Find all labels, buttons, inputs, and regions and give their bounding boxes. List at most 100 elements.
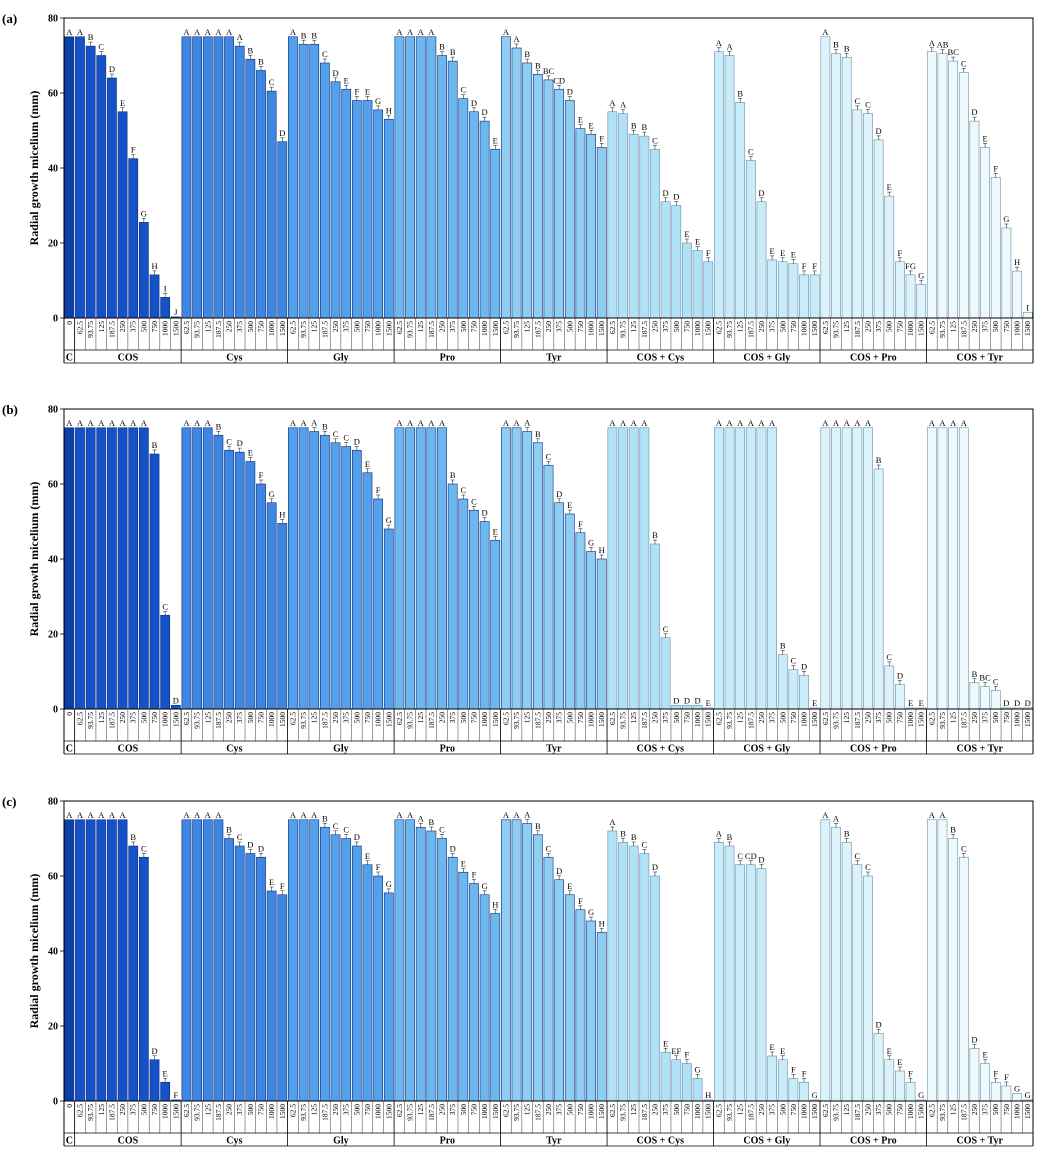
x-tick-label: 187.5 <box>320 1104 329 1121</box>
x-tick-label: 375 <box>129 712 138 724</box>
significance-letter: G <box>1003 214 1009 224</box>
significance-letter: B <box>727 832 733 842</box>
y-tick-label: 40 <box>48 947 58 958</box>
x-tick-label: 62.5 <box>608 321 617 334</box>
significance-letter: A <box>418 27 425 37</box>
significance-letter: A <box>77 418 84 428</box>
group-label: COS + Gly <box>743 1136 790 1147</box>
significance-letter: D <box>258 843 264 853</box>
bar <box>628 427 639 710</box>
x-tick-label: 500 <box>991 712 1000 724</box>
significance-letter: A <box>854 418 861 428</box>
significance-letter: G <box>1025 1090 1031 1100</box>
bar <box>266 502 277 710</box>
bar <box>926 427 937 710</box>
x-tick-label: 93.75 <box>619 712 628 729</box>
bar <box>490 539 501 710</box>
significance-letter: A <box>194 810 201 820</box>
x-tick-label: 125 <box>97 321 106 333</box>
bar <box>884 665 895 710</box>
group-label: COS + Cys <box>637 353 684 364</box>
x-tick-label: 62.5 <box>182 712 191 725</box>
significance-letter: A <box>396 27 403 37</box>
significance-letter: G <box>918 1090 924 1100</box>
x-tick-label: 187.5 <box>107 1104 116 1121</box>
significance-letter: E <box>120 98 125 108</box>
x-tick-label: 0 <box>65 321 74 325</box>
group-label: Gly <box>333 353 349 364</box>
significance-letter: D <box>354 832 360 842</box>
significance-letter: A <box>396 810 403 820</box>
x-tick-label: 750 <box>682 321 691 333</box>
bar <box>405 819 415 1102</box>
bar <box>596 147 607 319</box>
bar <box>756 868 767 1102</box>
significance-letter: B <box>844 828 850 838</box>
x-tick-label: 750 <box>150 712 159 724</box>
bar <box>458 871 469 1102</box>
significance-letter: FG <box>905 261 916 271</box>
bar <box>256 856 266 1102</box>
x-tick-label: 187.5 <box>320 321 329 338</box>
bar <box>479 521 490 710</box>
x-tick-label: 1500 <box>278 1104 287 1119</box>
significance-letter: C <box>269 77 275 87</box>
x-tick-label: 250 <box>757 712 766 724</box>
bar <box>777 654 788 710</box>
x-tick-label: 1000 <box>374 321 383 336</box>
significance-letter: E <box>897 1057 902 1067</box>
group-label: Cys <box>226 744 242 755</box>
group-label: Tyr <box>546 353 562 364</box>
significance-letter: C <box>439 825 445 835</box>
significance-letter: A <box>865 418 872 428</box>
x-tick-label: 187.5 <box>533 1104 542 1121</box>
significance-letter: A <box>66 810 73 820</box>
bar <box>245 58 256 319</box>
bar <box>724 845 735 1102</box>
y-tick-label: 20 <box>48 1022 58 1033</box>
bar <box>682 1063 692 1102</box>
x-tick-label: 93.75 <box>619 321 628 338</box>
x-tick-label: 250 <box>544 321 553 333</box>
significance-letter: E <box>982 1050 987 1060</box>
bar <box>703 261 714 319</box>
x-tick-label: 62.5 <box>927 1104 936 1117</box>
bar <box>884 195 895 319</box>
significance-letter: B <box>450 470 456 480</box>
significance-letter: A <box>88 418 95 428</box>
bar <box>426 427 437 710</box>
significance-letter: E <box>365 459 370 469</box>
significance-letter: A <box>130 418 137 428</box>
x-tick-label: 93.75 <box>832 712 841 729</box>
bar <box>138 856 149 1102</box>
bar <box>948 427 959 710</box>
significance-letter: B <box>524 49 530 59</box>
significance-letter: A <box>503 418 510 428</box>
x-tick-label: 750 <box>576 712 585 724</box>
bar <box>224 449 234 710</box>
significance-letter: E <box>567 500 572 510</box>
significance-letter: A <box>418 813 425 823</box>
bar <box>916 283 927 319</box>
x-tick-label: 500 <box>246 712 255 724</box>
bar <box>85 427 96 710</box>
y-tick-label: 60 <box>48 89 58 100</box>
significance-letter: BC <box>543 66 555 76</box>
x-tick-label: 62.5 <box>75 712 84 725</box>
significance-letter: D <box>971 107 977 117</box>
significance-letter: C <box>865 100 871 110</box>
x-tick-label: 750 <box>682 1104 691 1116</box>
bar <box>75 427 85 710</box>
significance-letter: C <box>748 147 754 157</box>
significance-letter: G <box>269 489 275 499</box>
bar <box>777 1059 788 1102</box>
significance-letter: BC <box>979 673 991 683</box>
bar <box>958 427 969 710</box>
group-label: Pro <box>440 353 455 364</box>
group-label: COS + Pro <box>850 1136 897 1147</box>
significance-letter: A <box>194 418 201 428</box>
x-tick-label: 62.5 <box>927 321 936 334</box>
x-tick-label: 750 <box>895 1104 904 1116</box>
significance-letter: C <box>961 58 967 68</box>
significance-letter: E <box>695 237 700 247</box>
